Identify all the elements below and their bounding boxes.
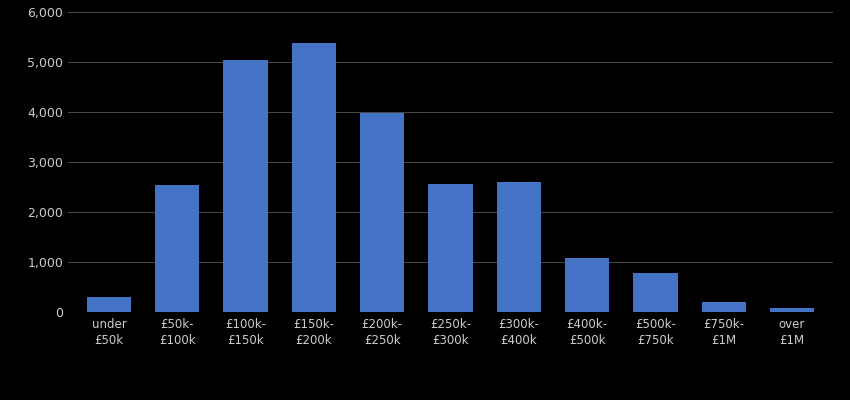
Bar bbox=[496, 182, 541, 312]
Bar bbox=[155, 184, 200, 312]
Bar bbox=[633, 273, 677, 312]
Bar bbox=[428, 184, 473, 312]
Bar bbox=[360, 113, 405, 312]
Bar bbox=[701, 302, 746, 312]
Bar bbox=[87, 297, 131, 312]
Bar bbox=[770, 308, 814, 312]
Bar bbox=[224, 60, 268, 312]
Bar bbox=[292, 43, 336, 312]
Bar bbox=[565, 258, 609, 312]
